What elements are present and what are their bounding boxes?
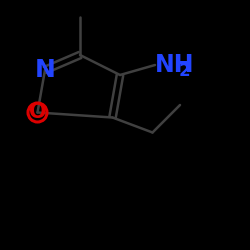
Text: N: N xyxy=(34,58,56,82)
Text: O: O xyxy=(29,102,46,122)
Text: 2: 2 xyxy=(179,62,190,80)
Text: NH: NH xyxy=(155,53,194,77)
